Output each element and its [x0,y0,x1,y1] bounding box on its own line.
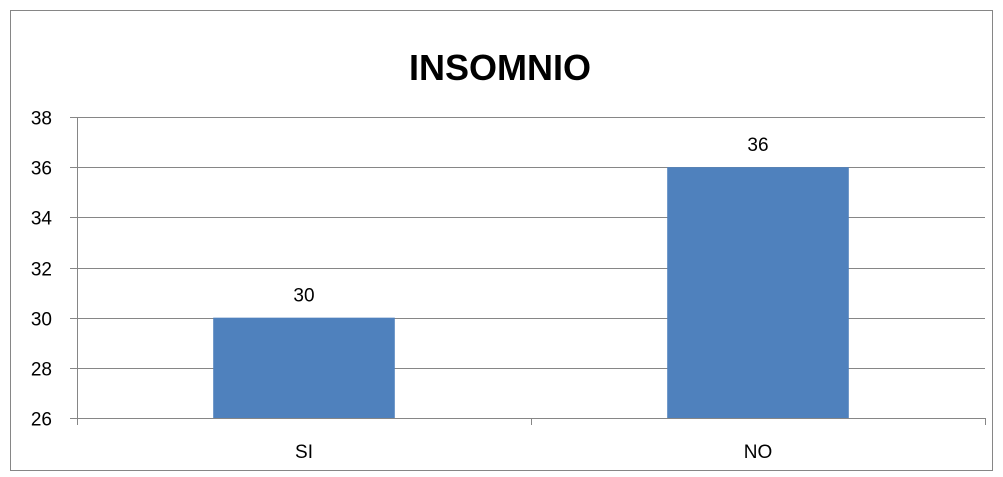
chart-title: INSOMNIO [409,47,591,88]
axes [70,117,986,425]
x-tick-label: SI [295,442,313,463]
y-tick-label: 30 [31,310,52,331]
labels: 26 28 30 32 34 36 38 30 SI 36 NO [31,109,772,464]
x-tick-label: NO [744,442,773,463]
bar-no [667,167,849,418]
y-tick-label: 38 [31,109,52,130]
y-tick-label: 34 [31,209,53,230]
y-tick-label: 36 [31,159,52,180]
y-tick-label: 28 [31,360,52,381]
y-tick-label: 32 [31,260,52,281]
y-tick-label: 26 [31,410,52,431]
bar-si [213,317,395,418]
data-label: 36 [747,135,768,156]
data-label: 30 [293,286,314,307]
bars [213,167,849,418]
